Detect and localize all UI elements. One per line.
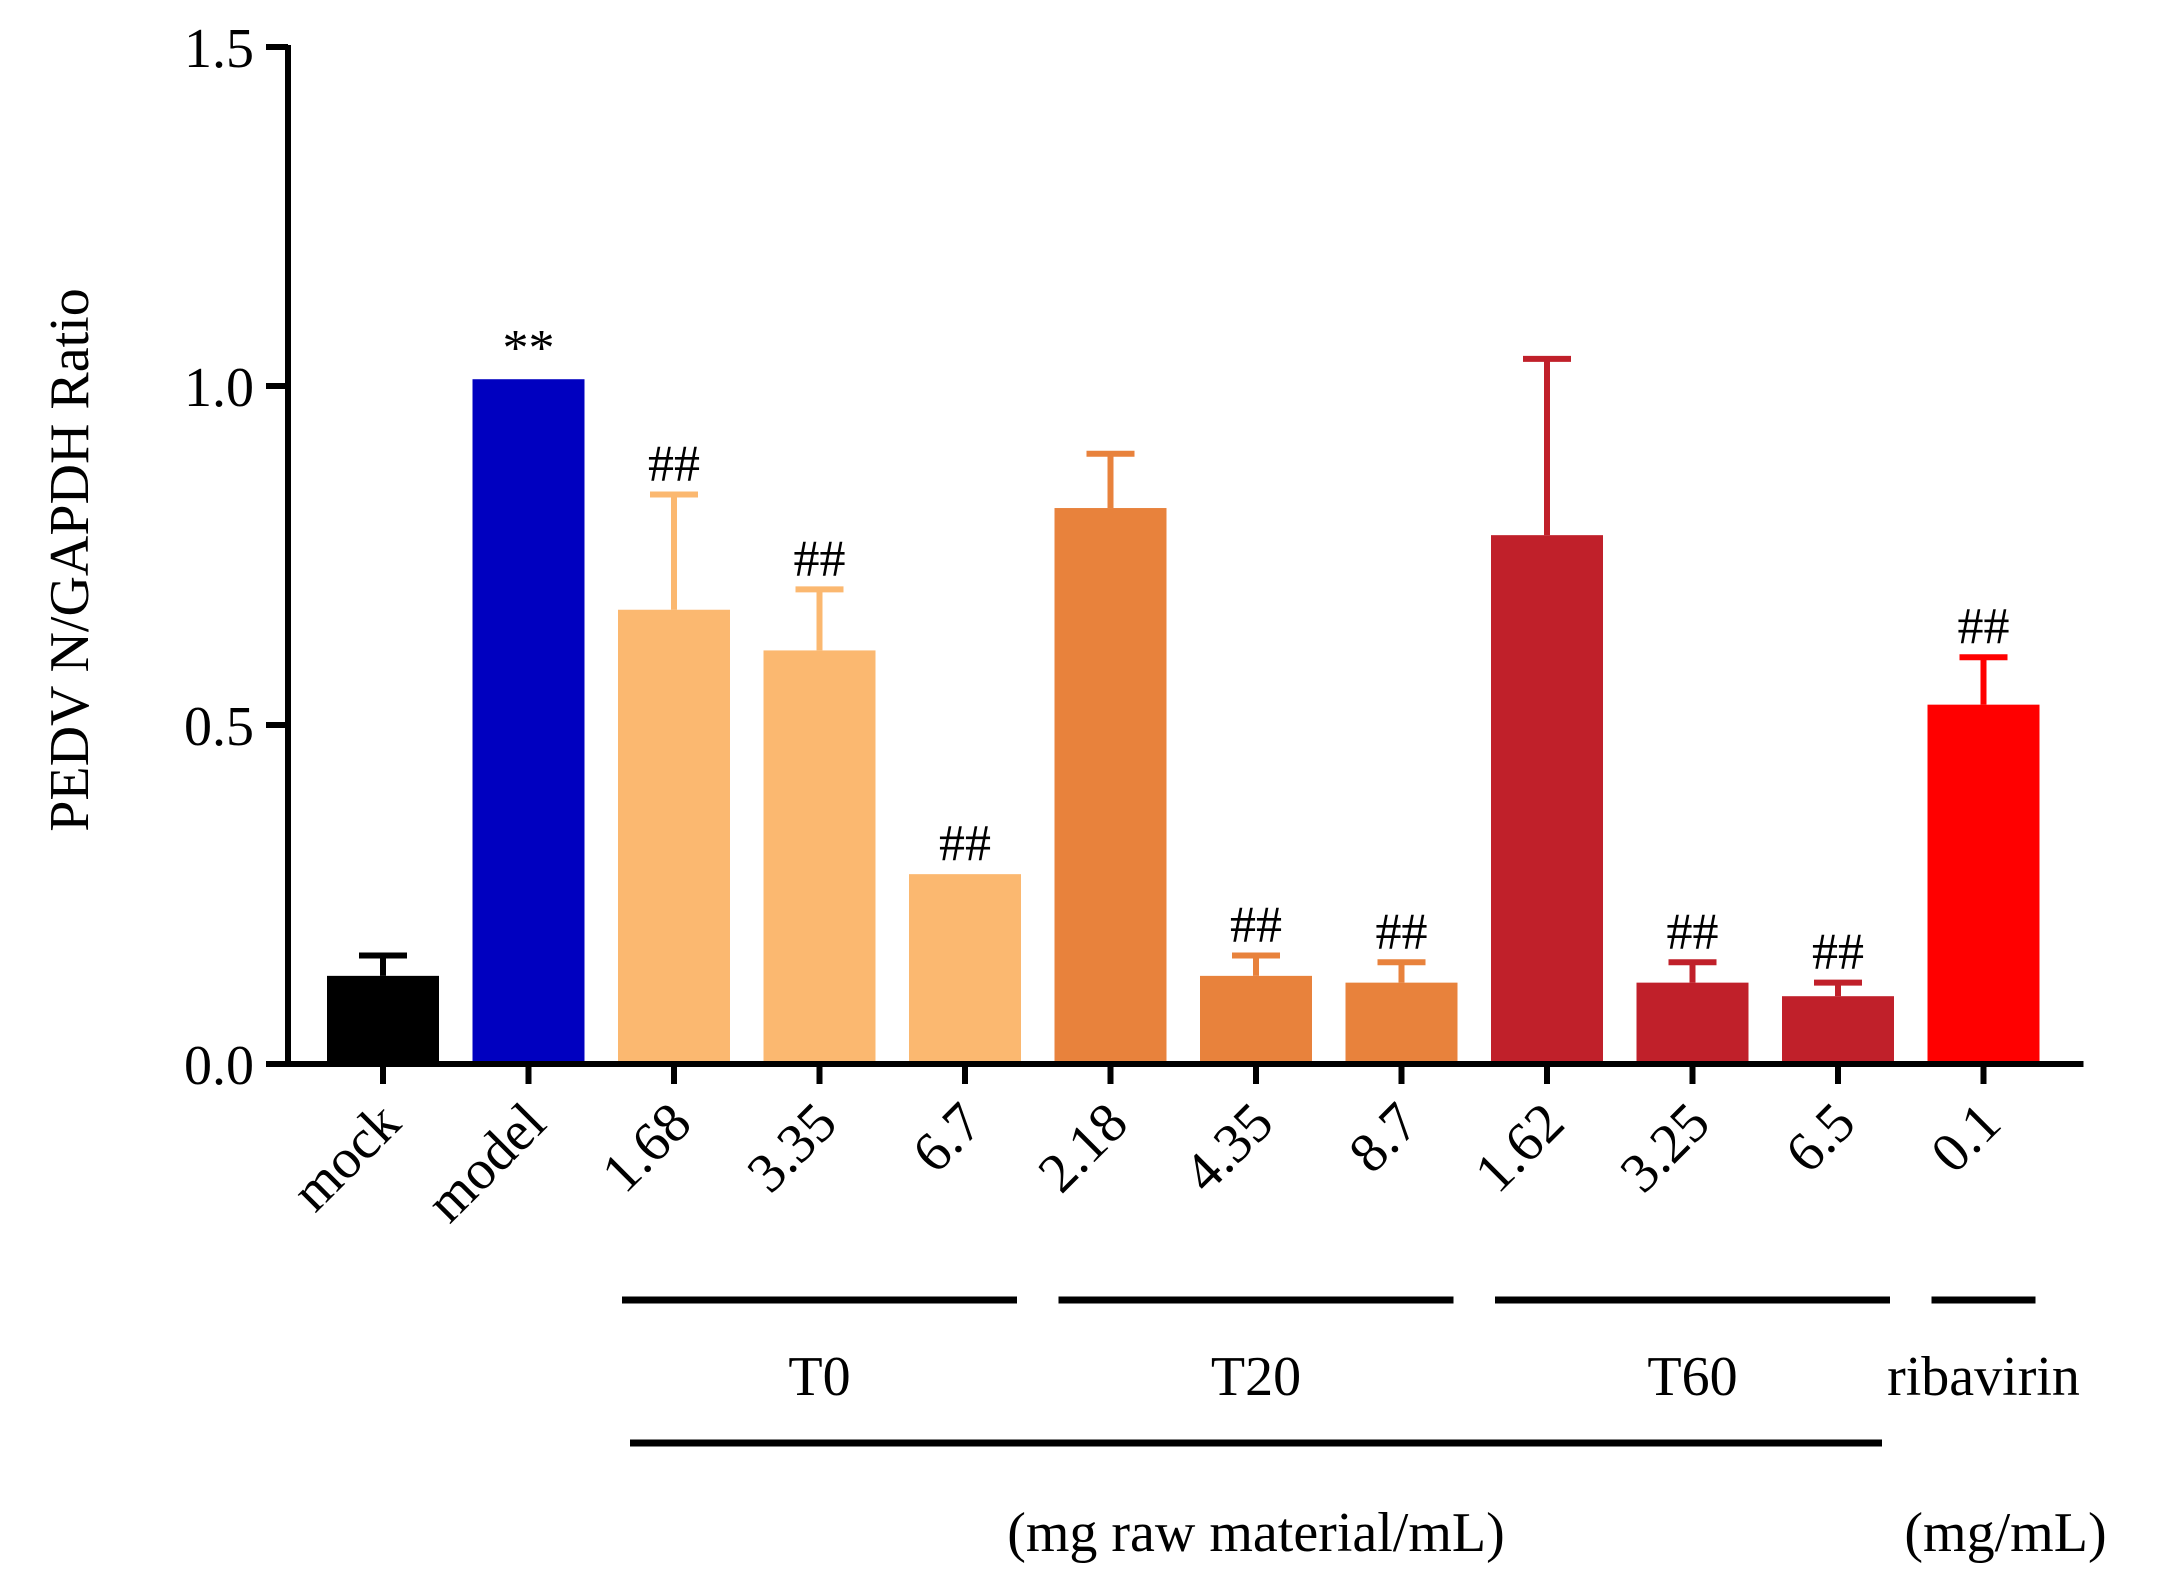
group-label: T0 [788,1346,850,1408]
bar [1782,996,1894,1064]
x-tick-label: 3.35 [736,1091,849,1204]
bar [1927,704,2040,1064]
x-tick-label: 3.25 [1609,1091,1722,1204]
group-label: ribavirin [1887,1346,2080,1408]
unit-label: (mg/mL) [1904,1502,2106,1564]
group-brackets: T0 T20 T60 ribavirin (mg raw material/mL) (mg… [622,1296,2107,1564]
x-axis: mock model 1.68 3.35 6.7 2.18 4.35 8.7 1.62 3.25 6… [280,1061,2084,1234]
bar [763,650,876,1064]
significance-label: ## [1958,598,2010,655]
significance-label: ## [648,435,700,492]
unit-label: (mg raw material/mL) [1007,1502,1505,1564]
bar [1345,982,1458,1064]
significance-label: ** [503,320,555,377]
x-tick-label: model [415,1091,558,1234]
y-tick-label: 1.0 [184,357,254,419]
significance-label: ## [1667,903,1719,960]
bar [1200,975,1312,1064]
significance-label: ## [794,530,846,587]
y-tick-label: 1.5 [184,18,254,80]
y-axis-title: PEDV N/GAPDH Ratio [39,288,101,831]
y-tick-label: 0.5 [184,696,254,758]
x-tick-label: 6.7 [901,1091,994,1184]
y-tick-label: 0.0 [184,1035,254,1097]
significance-label: ## [939,815,991,872]
x-tick-label: 6.5 [1774,1091,1867,1184]
bar [1054,508,1167,1064]
y-axis: 0.0 0.5 1.0 1.5 [184,18,291,1097]
x-tick-label: 2.18 [1027,1091,1140,1204]
x-tick-label: mock [280,1091,412,1223]
significance-label: ## [1812,924,1864,981]
bars: ** ## ## ## ## ## ## ## ## [327,320,2040,1065]
group-label: T20 [1211,1346,1301,1408]
bar [1636,982,1749,1064]
bar [1491,535,1603,1064]
bar [472,379,585,1065]
x-tick-label: 1.62 [1463,1091,1576,1204]
x-tick-label: 0.1 [1919,1091,2012,1184]
x-tick-label: 4.35 [1172,1091,1285,1204]
significance-label: ## [1376,903,1428,960]
bar [618,609,730,1064]
bar [909,874,1021,1064]
x-tick-label: 8.7 [1337,1091,1430,1184]
x-tick-label: 1.68 [590,1091,703,1204]
bar [327,975,439,1064]
group-label: T60 [1647,1346,1737,1408]
significance-label: ## [1230,897,1282,954]
